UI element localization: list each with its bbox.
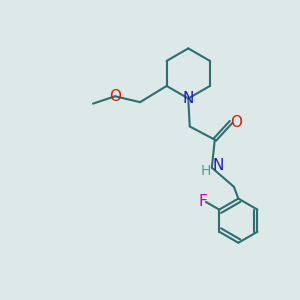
Text: H: H [200,164,211,178]
Text: O: O [109,89,121,104]
Text: F: F [199,194,207,209]
Text: O: O [230,115,242,130]
Text: N: N [213,158,224,173]
Text: N: N [183,91,194,106]
